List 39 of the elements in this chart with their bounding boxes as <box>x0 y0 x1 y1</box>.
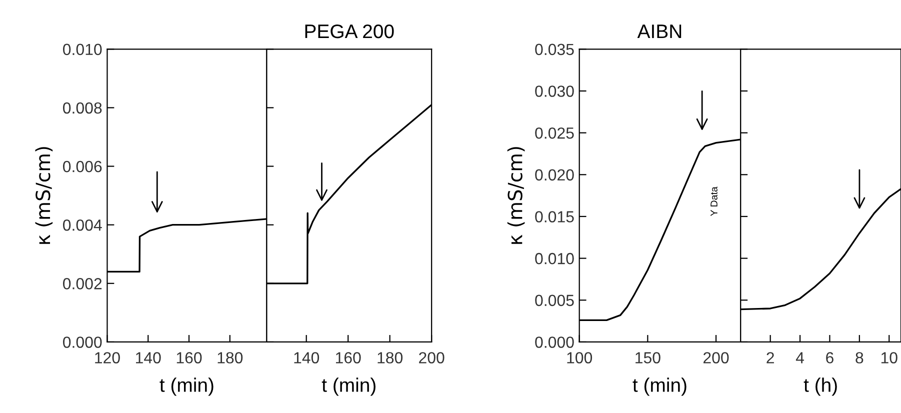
y-tick-label: 0.004 <box>63 219 102 231</box>
y-tick-label: 0.002 <box>63 278 102 290</box>
x-axis-title: t (min) <box>632 378 686 396</box>
x-tick-label: 2 <box>766 352 774 364</box>
x-tick-label: 150 <box>636 352 660 364</box>
y-tick-label: 0.010 <box>535 252 574 264</box>
x-tick-label: 160 <box>176 352 202 364</box>
x-tick-label: 140 <box>136 352 161 364</box>
x-tick-label: 200 <box>419 352 444 364</box>
x-axis-title: t (h) <box>804 378 837 396</box>
x-tick-label: 120 <box>95 352 120 364</box>
x-tick-label: 10 <box>881 352 898 364</box>
x-tick-label: 180 <box>378 352 403 364</box>
x-axis-title: t (min) <box>322 378 376 396</box>
x-tick-label: 200 <box>704 352 729 364</box>
x-axis-title: t (min) <box>160 378 214 396</box>
y-axis-title: κ (mS/cm) <box>507 147 525 244</box>
y-tick-label: 0.010 <box>63 44 102 56</box>
x-tick-label: 140 <box>294 352 320 364</box>
annotation: Y Data <box>710 186 718 216</box>
y-tick-label: 0.035 <box>535 44 574 56</box>
y-tick-label: 0.000 <box>63 336 102 348</box>
chart-title: PEGA 200 <box>305 24 394 38</box>
y-tick-label: 0.015 <box>535 211 574 222</box>
y-tick-label: 0.020 <box>535 169 574 181</box>
x-tick-label: 160 <box>336 352 361 364</box>
x-tick-label: 180 <box>218 352 243 364</box>
x-tick-label: 8 <box>856 352 864 364</box>
y-tick-label: 0.025 <box>535 127 574 139</box>
y-axis-title: κ (mS/cm) <box>35 147 53 244</box>
y-tick-label: 0.030 <box>535 86 574 97</box>
y-tick-label: 0.000 <box>535 336 574 348</box>
x-tick-label: 6 <box>826 352 834 364</box>
y-tick-label: 0.005 <box>535 294 574 306</box>
y-tick-label: 0.006 <box>63 160 102 172</box>
x-tick-label: 4 <box>796 352 804 364</box>
chart-title: AIBN <box>637 24 682 38</box>
x-tick-label: 100 <box>567 352 592 364</box>
y-tick-label: 0.008 <box>63 102 102 114</box>
